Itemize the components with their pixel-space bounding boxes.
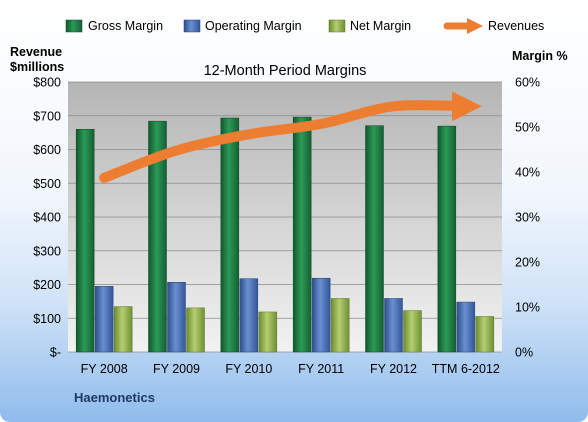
x-category-label: FY 2011 [298,362,344,376]
bar-net-margin [186,307,205,353]
legend-swatch-operating-margin [183,19,201,33]
left-axis-label-line2: $millions [10,60,64,74]
left-tick-label: $700 [33,109,61,123]
revenues-line [99,91,482,183]
bars [75,116,495,353]
right-tick-label: 0% [515,346,533,360]
bar-operating-margin [311,277,331,353]
right-tick-label: 20% [515,256,540,270]
x-category-label: FY 2010 [225,362,272,376]
right-axis-ticks: 0% 10% 20% 30% 40% 50% 60% [515,76,540,360]
legend-label-operating-margin: Operating Margin [205,19,302,33]
bar-gross-margin [220,117,240,353]
left-tick-label: $200 [33,278,61,292]
legend-item-net-margin: Net Margin [328,19,411,33]
legend-label-revenues: Revenues [488,19,544,33]
bar-net-margin [113,306,133,353]
left-axis-ticks: $- $100 $200 $300 $400 $500 $600 $700 $800 [33,76,61,360]
legend-label-net-margin: Net Margin [350,19,411,33]
x-axis-categories: FY 2008 FY 2009 FY 2010 FY 2011 FY 2012 TTM 6… [81,362,500,376]
left-tick-label: $600 [33,143,61,157]
bar-gross-margin [75,129,95,353]
left-tick-label: $100 [33,312,61,326]
right-tick-label: 60% [515,76,540,90]
x-category-label: FY 2012 [370,362,417,376]
bar-gross-margin [437,125,457,353]
bar-gross-margin [148,120,167,353]
company-label: Haemonetics [74,390,155,405]
legend: Gross Margin Operating Margin Net Margin… [65,18,544,34]
bar-gross-margin [365,125,384,353]
legend-item-gross-margin: Gross Margin [65,19,163,33]
bar-operating-margin [456,301,476,353]
bar-net-margin [258,311,278,353]
legend-item-revenues: Revenues [443,18,544,34]
right-tick-label: 40% [515,166,540,180]
x-category-label: TTM 6-2012 [432,362,500,376]
bar-operating-margin [167,282,186,353]
right-axis-label: Margin % [512,49,568,63]
revenue-line [99,91,482,183]
chart-title: 12-Month Period Margins [204,63,367,79]
bar-operating-margin [384,298,403,353]
right-tick-label: 30% [515,211,540,225]
gridlines [68,81,502,353]
bar-net-margin [475,316,495,353]
legend-swatch-net-margin [328,19,346,33]
legend-swatch-gross-margin [65,19,83,33]
right-tick-label: 10% [515,301,540,315]
x-category-label: FY 2009 [153,362,200,376]
bar-gross-margin [292,116,312,353]
left-axis-label-line1: Revenue [10,45,62,59]
bar-operating-margin [239,278,259,353]
right-tick-label: 50% [515,121,540,135]
legend-arrow-revenues [467,18,483,34]
bar-operating-margin [94,286,114,353]
bar-net-margin [403,310,422,353]
legend-item-operating-margin: Operating Margin [183,19,302,33]
left-tick-label: $800 [33,76,61,90]
left-tick-label: $500 [33,177,61,191]
x-category-label: FY 2008 [81,362,128,376]
left-tick-label: $300 [33,244,61,258]
left-tick-label: $- [50,346,61,360]
legend-label-gross-margin: Gross Margin [88,19,163,33]
left-tick-label: $400 [33,211,61,225]
bar-net-margin [330,298,350,353]
